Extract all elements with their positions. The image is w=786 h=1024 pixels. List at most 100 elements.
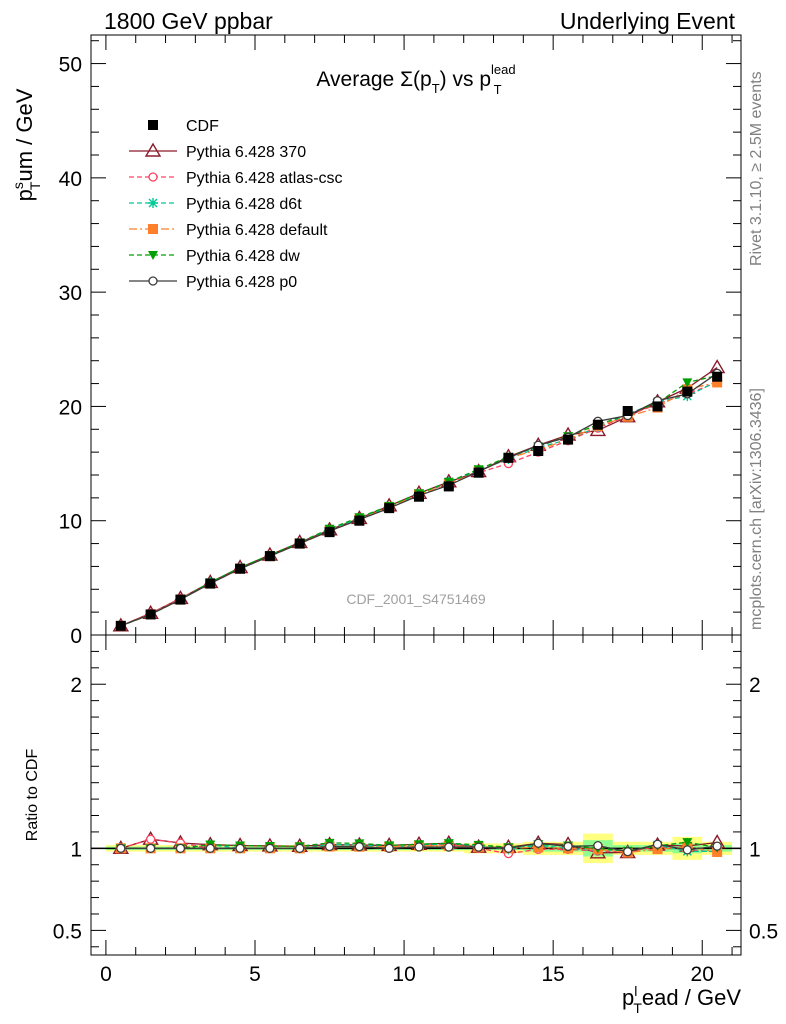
- ratio-point: [533, 838, 543, 848]
- data-point: [413, 491, 424, 502]
- legend-marker: [148, 251, 158, 260]
- data-point: [443, 481, 454, 492]
- ratio-point: [444, 842, 454, 852]
- analysis-watermark: CDF_2001_S4751469: [346, 591, 486, 607]
- legend-marker: [148, 120, 158, 130]
- data-point: [324, 527, 335, 538]
- data-point: [712, 377, 723, 388]
- legend-label: Pythia 6.428 atlas-csc: [186, 170, 343, 187]
- x-tick-label: 15: [541, 963, 564, 986]
- ratio-point: [295, 843, 305, 853]
- legend-marker: [148, 198, 158, 208]
- y-axis-label: psTum / GeV: [10, 88, 43, 201]
- legend-label: CDF: [186, 118, 219, 135]
- y-tick-label: 0: [70, 625, 82, 648]
- ratio-frame: [90, 634, 742, 956]
- legend-label: Pythia 6.428 d6t: [186, 196, 302, 213]
- ratio-point: [414, 842, 424, 852]
- ratio-point: [205, 843, 215, 853]
- series-line: [120, 380, 718, 627]
- ratio-point: [324, 841, 335, 852]
- legend-marker: [148, 172, 158, 182]
- y-tick-label: 40: [59, 168, 82, 191]
- x-tick-label: 10: [392, 963, 415, 986]
- x-tick-label: 0: [100, 963, 112, 986]
- data-point: [384, 503, 395, 514]
- ratio-point: [563, 841, 573, 852]
- legend-label: Pythia 6.428 dw: [186, 248, 300, 265]
- data-point: [354, 515, 365, 526]
- legend-marker: [148, 276, 158, 286]
- header-right: Underlying Event: [559, 8, 735, 34]
- data-point: [175, 594, 186, 605]
- ratio-y-axis-label: Ratio to CDF: [24, 749, 41, 842]
- y-tick-label: 50: [59, 54, 82, 77]
- ratio-y-tick-label-right: 0.5: [749, 920, 778, 943]
- ratio-point: [265, 843, 275, 853]
- data-point: [294, 538, 305, 549]
- data-point: [115, 620, 126, 631]
- ratio-point: [682, 845, 692, 855]
- ratio-point: [623, 847, 633, 857]
- ratio-y-tick-label-right: 1: [749, 838, 761, 861]
- data-point: [503, 452, 514, 463]
- ratio-point: [145, 834, 156, 844]
- ratio-y-tick-label-right: 2: [749, 674, 761, 697]
- header-left: 1800 GeV ppbar: [104, 8, 273, 34]
- legend: CDF Pythia 6.428 370 Pythia 6.428 atlas-cs…: [129, 118, 343, 291]
- ratio-y-tick-label: 1: [70, 838, 82, 861]
- legend-item: Pythia 6.428 p0: [129, 274, 297, 291]
- series-line: [120, 381, 718, 627]
- ratio-point: [145, 843, 156, 853]
- data-point: [682, 378, 693, 388]
- x-axis-label: pl Tead / GeV: [622, 983, 741, 1016]
- data-point: [622, 406, 633, 416]
- legend-item: Pythia 6.428 d6t: [129, 196, 302, 213]
- legend-item: Pythia 6.428 default: [129, 222, 328, 239]
- data-point: [563, 434, 574, 445]
- ratio-point: [593, 841, 603, 851]
- data-point: [473, 467, 484, 478]
- data-point: [712, 371, 723, 382]
- chart-title: Average Σ(pT) vs plead T: [316, 62, 515, 97]
- main-panel: CDF_2001_S4751469 Average Σ(pT) vs plead T…: [10, 34, 742, 648]
- ratio-point: [384, 843, 394, 853]
- ratio-point: [503, 843, 514, 853]
- ratio-point: [712, 841, 722, 851]
- ratio-y-tick-label: 0.5: [53, 920, 82, 943]
- data-point: [264, 551, 275, 562]
- y-tick-label: 20: [59, 396, 82, 419]
- ratio-y-tick-label: 2: [70, 674, 82, 697]
- y-tick-label: 30: [59, 282, 82, 305]
- legend-item: CDF: [148, 118, 219, 135]
- ratio-point: [473, 842, 484, 852]
- legend-item: Pythia 6.428 370: [129, 142, 306, 161]
- data-point: [652, 401, 663, 412]
- data-point: [592, 419, 603, 430]
- legend-label: Pythia 6.428 p0: [186, 274, 297, 291]
- legend-marker: [144, 142, 162, 157]
- legend-label: Pythia 6.428 default: [186, 222, 328, 239]
- ratio-point: [682, 838, 693, 848]
- data-point: [145, 609, 156, 620]
- data-point: [682, 386, 693, 397]
- ratio-point: [175, 843, 186, 853]
- legend-marker: [148, 224, 158, 234]
- x-tick-label: 5: [249, 963, 261, 986]
- legend-label: Pythia 6.428 370: [186, 144, 306, 161]
- data-point: [205, 578, 216, 589]
- data-point: [533, 446, 544, 456]
- ratio-point: [235, 843, 245, 853]
- series-cdf: [115, 371, 723, 631]
- ratio-point: [116, 843, 126, 853]
- data-point: [235, 563, 246, 574]
- ratio-series-pythia-6-428-p0: [116, 838, 722, 857]
- ratio-point: [354, 842, 364, 852]
- x-tick-label: 20: [691, 963, 714, 986]
- legend-item: Pythia 6.428 dw: [129, 248, 300, 265]
- y-tick-label: 10: [59, 511, 82, 534]
- ratio-point: [652, 839, 663, 849]
- legend-item: Pythia 6.428 atlas-csc: [129, 170, 343, 187]
